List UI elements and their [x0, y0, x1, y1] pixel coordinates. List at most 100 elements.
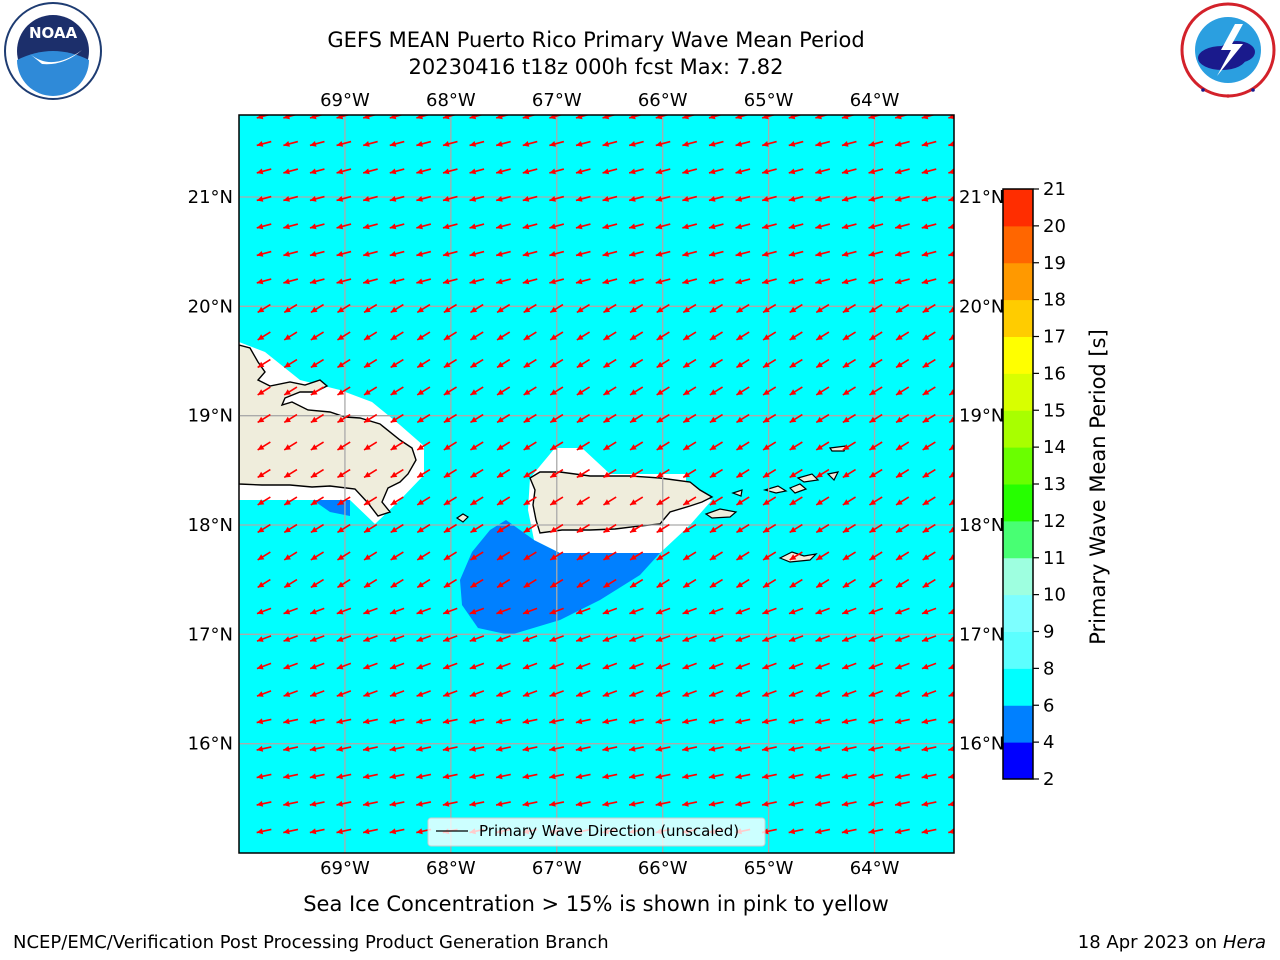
wave-arrow [789, 441, 803, 451]
wave-arrow [310, 331, 324, 341]
wave-arrow [336, 773, 352, 780]
wave-arrow [788, 690, 804, 697]
wave-arrow [735, 195, 751, 202]
wave-arrow [443, 441, 457, 451]
wave-arrow [603, 551, 617, 561]
wave-arrow [523, 468, 537, 479]
wave-arrow [389, 223, 405, 230]
wave-arrow [815, 773, 831, 780]
wave-arrow [310, 496, 324, 506]
wave-arrow [841, 250, 857, 257]
wave-arrow [469, 773, 485, 780]
wave-arrow [788, 718, 804, 725]
wave-arrow [868, 278, 884, 285]
chart-title: GEFS MEAN Puerto Rico Primary Wave Mean … [327, 28, 865, 52]
wave-arrow [629, 441, 644, 451]
wave-arrow [283, 745, 299, 752]
wave-arrow [789, 551, 803, 561]
wave-arrow [363, 662, 378, 670]
wave-arrow [656, 523, 670, 534]
wave-arrow [336, 115, 351, 120]
wave-arrow [416, 662, 431, 670]
wave-arrow [576, 468, 590, 479]
wave-arrow [256, 250, 272, 257]
wave-arrow [682, 358, 697, 369]
wave-arrow [894, 250, 910, 257]
wave-arrow [841, 662, 857, 670]
wave-arrow [443, 413, 457, 424]
wave-arrow [921, 223, 937, 230]
wave-arrow [575, 223, 591, 230]
wave-arrow [337, 386, 351, 396]
wave-arrow [470, 496, 484, 506]
wave-arrow [257, 496, 271, 506]
wave-arrow [257, 468, 271, 479]
lat-tick-label-right: 19°N [959, 406, 1004, 427]
wave-arrow [895, 578, 910, 589]
wave-arrow [576, 496, 590, 506]
wave-arrow [416, 745, 432, 752]
wave-arrow [948, 471, 954, 479]
wave-arrow [416, 718, 432, 725]
wave-arrow [709, 358, 723, 369]
wave-arrow [256, 773, 272, 780]
colorbar-segment [1003, 447, 1033, 485]
wave-arrow [442, 250, 458, 257]
wave-arrow [575, 745, 591, 752]
wave-arrow [575, 140, 591, 147]
wave-arrow [628, 718, 644, 725]
wave-arrow [842, 358, 856, 369]
wave-arrow [363, 523, 378, 534]
wave-arrow [549, 358, 564, 369]
wave-arrow [549, 551, 564, 561]
wave-arrow [416, 496, 431, 506]
wave-arrow [788, 773, 804, 780]
wave-arrow [628, 140, 644, 147]
wave-arrow [496, 468, 511, 479]
wave-arrow [921, 607, 937, 615]
wave-arrow [868, 718, 884, 725]
colorbar-segment [1003, 262, 1033, 301]
wave-arrow [576, 551, 590, 561]
wave-arrow [868, 828, 884, 835]
wave-arrow [283, 828, 299, 835]
wave-arrow [416, 278, 432, 285]
wave-arrow [469, 115, 484, 120]
wave-arrow [708, 607, 724, 615]
wave-arrow [443, 303, 457, 314]
wave-arrow [815, 800, 831, 807]
wave-arrow [283, 303, 298, 314]
wave-arrow [815, 115, 830, 120]
wave-arrow [522, 223, 538, 230]
lat-tick-label-left: 16°N [188, 734, 233, 755]
wave-arrow [736, 523, 750, 534]
wave-arrow [362, 250, 378, 257]
legend-label: Primary Wave Direction (unscaled) [479, 822, 739, 840]
wave-arrow [363, 303, 378, 314]
wave-arrow [575, 690, 591, 697]
wave-arrow [602, 690, 618, 697]
wave-arrow [629, 551, 644, 561]
wave-arrow [922, 468, 936, 479]
footer-right: 18 Apr 2023 on Hera [1078, 931, 1266, 955]
map-legend: Primary Wave Direction (unscaled) [427, 817, 766, 847]
wave-arrow [894, 718, 910, 725]
wave-arrow [549, 662, 564, 670]
wave-arrow [788, 223, 804, 230]
wave-arrow [948, 581, 954, 589]
wave-arrow [921, 195, 937, 202]
wave-arrow [495, 800, 511, 807]
wave-arrow [496, 635, 511, 642]
wave-arrow [868, 223, 884, 230]
wave-arrow [283, 250, 299, 257]
wave-arrow [283, 718, 299, 725]
wave-arrow [496, 331, 511, 341]
wave-arrow [761, 278, 777, 285]
wave-arrow [709, 523, 723, 534]
wave-arrow [575, 115, 591, 120]
wave-arrow [788, 168, 804, 175]
wave-arrow [283, 168, 299, 175]
wave-arrow [815, 413, 830, 424]
wave-arrow [495, 278, 511, 285]
wave-arrow [869, 496, 883, 506]
